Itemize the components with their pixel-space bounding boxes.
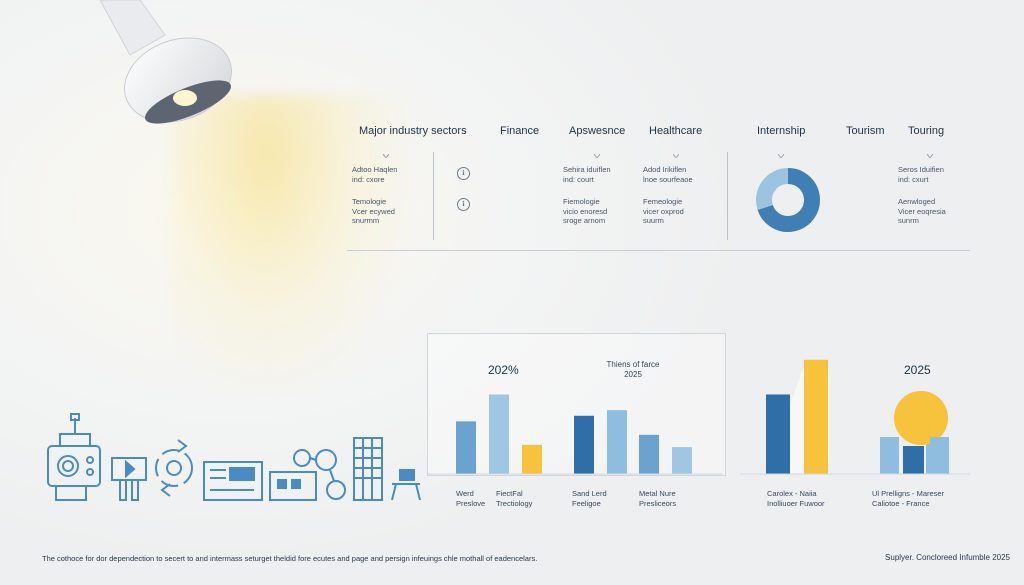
note-line: ind: cxurt: [898, 174, 929, 184]
panel-subtitle-line: Thiens of farce: [606, 360, 660, 369]
lamp-icon: [99, 0, 232, 124]
donut-slice: [757, 168, 820, 232]
note-line: ind: court: [563, 174, 594, 184]
network-factory-icon: [269, 449, 346, 501]
bar-shadow: [766, 360, 830, 474]
dashboard-icon: [203, 461, 263, 501]
category-label: Ul Prelligns - Mareser Caliotoe - France: [872, 489, 944, 509]
building-icon: [353, 437, 383, 501]
footer-note: The cothoce for dor dependection to sece…: [42, 554, 538, 563]
header-apswesnce: Apswesnce: [569, 125, 626, 137]
note-block: Temologie Vcer ecywed snurmm: [352, 197, 395, 226]
note-block: Sehira iduiflen ind: court: [563, 165, 611, 184]
note-line: lnoe sourfeaoe: [643, 174, 693, 184]
note-line: Temologie: [352, 197, 387, 206]
category-line: Preslove: [456, 499, 486, 508]
column-divider: [727, 152, 728, 240]
category-line: Feeligoe: [572, 499, 601, 508]
note-line: Fiemologie: [563, 197, 600, 206]
note-block: Aenwloged Vicer eoqresia sunrm: [898, 197, 946, 226]
note-line: snurmm: [352, 216, 380, 225]
header-rule: [347, 250, 970, 251]
column-divider: [433, 152, 434, 240]
note-block: Adod Irikiflen lnoe sourfeaoe: [643, 165, 693, 184]
category-label: FiectFal Trectiology: [496, 489, 532, 509]
category-line: Caliotoe - France: [872, 499, 930, 508]
bar: [766, 394, 790, 474]
bar: [926, 437, 945, 474]
caret-icon: [778, 154, 784, 158]
category-line: Ul Prelligns - Mareser: [872, 489, 945, 498]
note-line: sroge arnom: [563, 216, 606, 225]
panel-subtitle: Thiens of farce 2025: [588, 360, 678, 380]
panel-right-value: 2025: [904, 363, 931, 377]
note-line: Femeologie: [643, 197, 683, 206]
note-line: Adod Irikiflen: [643, 165, 687, 174]
header-touring: Touring: [908, 125, 945, 137]
category-label: Sand Lerd Feeligoe: [572, 489, 607, 509]
bar: [905, 446, 924, 474]
note-line: Aenwloged: [898, 197, 936, 206]
desk-icon: [391, 469, 421, 501]
note-line: suurm: [643, 216, 664, 225]
caret-icon: [673, 154, 679, 158]
caret-icon: [383, 154, 389, 158]
header-major-sectors: Major industry sectors: [359, 125, 467, 137]
category-line: Trectiology: [496, 499, 533, 508]
bar: [930, 437, 949, 474]
note-line: Sehira iduiflen: [563, 165, 611, 174]
panel-left-value: 202%: [488, 363, 519, 377]
light-beam: [170, 95, 410, 395]
note-line: sunrm: [898, 216, 919, 225]
category-label: Metal Nure Presliceors: [639, 489, 676, 509]
highlight-circle: [894, 391, 948, 445]
info-icon: ℹ: [457, 167, 470, 180]
note-block: Adtoo Haqlen ind: cxore: [352, 165, 397, 184]
header-healthcare: Healthcare: [649, 125, 703, 137]
screen-icon: [111, 457, 147, 501]
panel-subtitle-line: 2025: [624, 370, 642, 379]
note-block: Seros Iduifien ind: cxurt: [898, 165, 944, 184]
header-internship: Internship: [757, 125, 806, 137]
note-block: Fiemologie vicio enoresd sroge arnom: [563, 197, 607, 226]
robot-icon: [47, 413, 101, 501]
note-line: Seros Iduifien: [898, 165, 944, 174]
note-line: Adtoo Haqlen: [352, 165, 398, 174]
bar: [804, 359, 828, 474]
note-block: Femeologie vicer oxprod suurm: [643, 197, 684, 226]
chart-panel: [427, 333, 726, 476]
category-line: Werd: [456, 489, 474, 498]
category-line: FiectFal: [496, 489, 523, 498]
industry-icons: [47, 413, 421, 501]
category-label: Carolex - Naiia Inolliuoer Fuwoor: [767, 489, 825, 509]
bar: [903, 446, 922, 474]
category-line: Metal Nure: [639, 489, 676, 498]
category-line: Sand Lerd: [572, 489, 607, 498]
bar: [880, 437, 899, 474]
info-icon: ℹ: [457, 198, 470, 211]
category-label: Werd Preslove: [456, 489, 485, 509]
note-line: ind: cxore: [352, 174, 385, 184]
note-line: Vicer eoqresia: [898, 206, 946, 216]
category-line: Inolliuoer Fuwoor: [767, 499, 825, 508]
caret-icon: [927, 154, 933, 158]
note-line: vicio enoresd: [563, 206, 608, 216]
donut-slice: [756, 168, 789, 210]
header-tourism: Tourism: [846, 125, 885, 137]
note-line: vicer oxprod: [643, 206, 684, 216]
category-line: Presliceors: [639, 499, 677, 508]
caret-icon: [594, 154, 600, 158]
cycle-icon: [155, 439, 193, 497]
header-finance: Finance: [500, 125, 540, 137]
footer-credit: Suplyer. Concloreed Infumble 2025: [885, 553, 1010, 562]
bar: [880, 437, 899, 474]
category-line: Carolex - Naiia: [767, 489, 817, 498]
note-line: Vcer ecywed: [352, 206, 395, 216]
